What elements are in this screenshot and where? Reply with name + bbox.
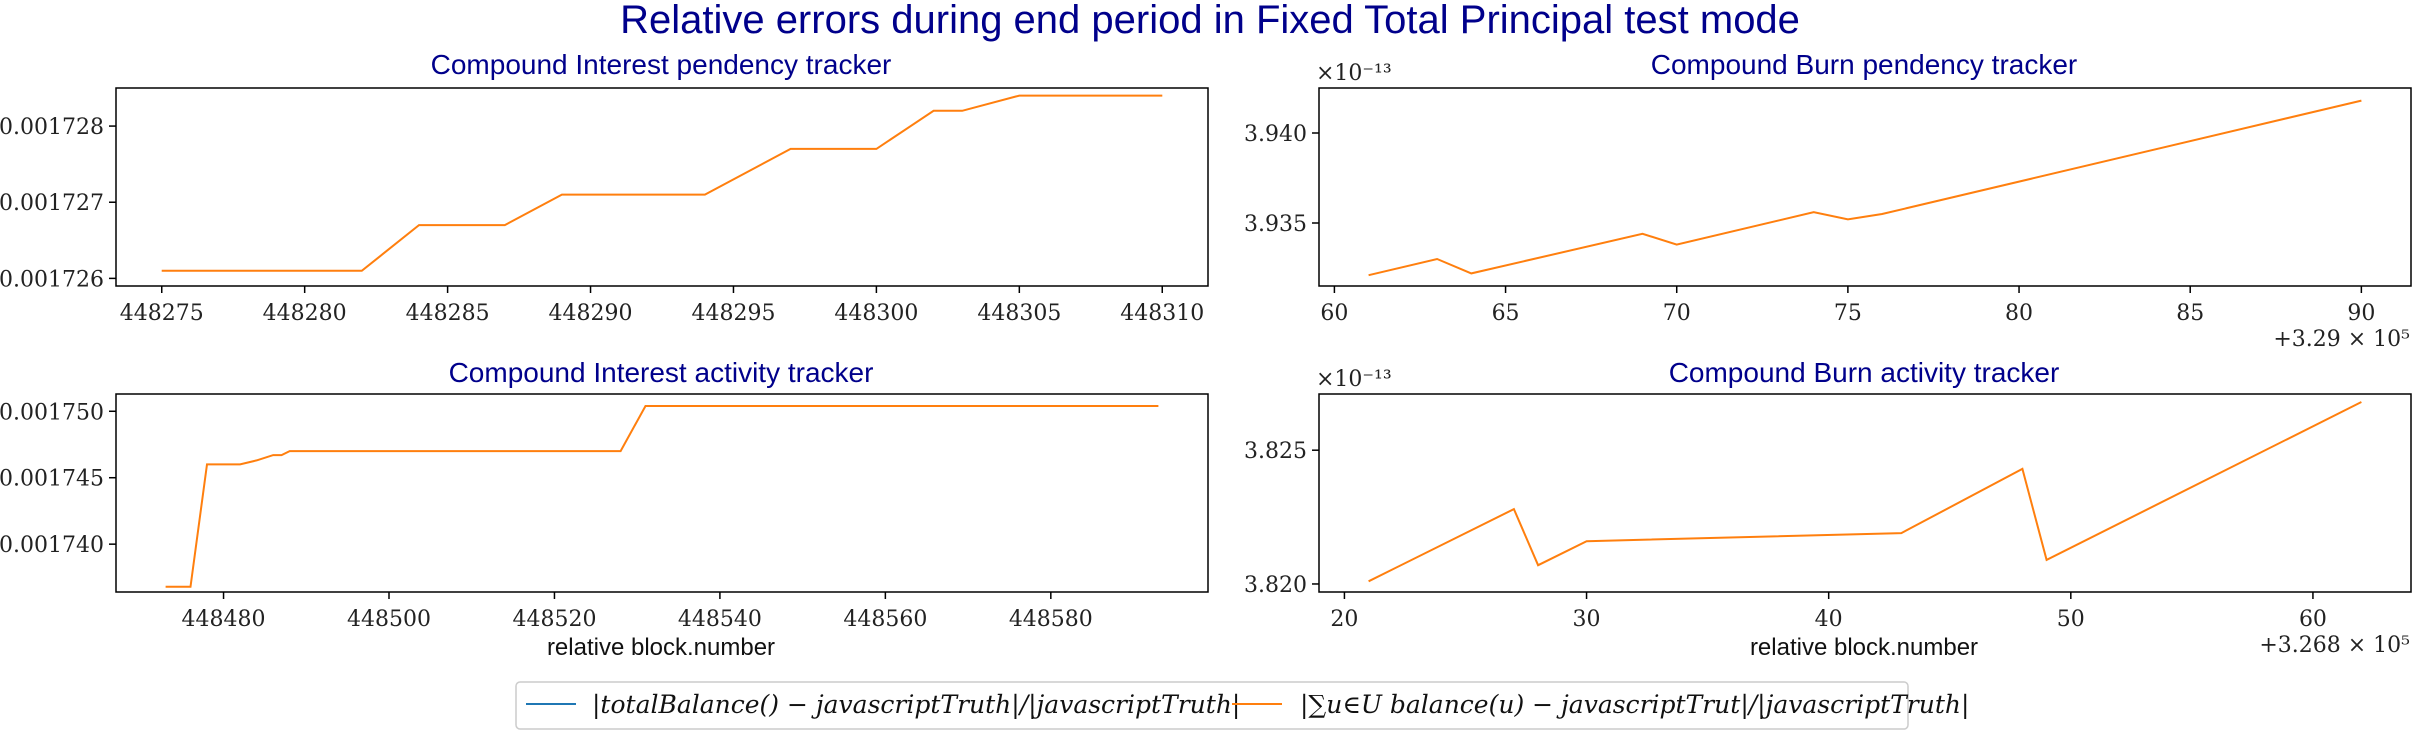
- x-tick-label: 448480: [182, 607, 266, 632]
- x-offset-label: +3.268 × 10⁵: [2259, 633, 2410, 658]
- plot-frame: [1318, 393, 2412, 593]
- series-lines: [1368, 99, 2362, 277]
- plot-frame: [115, 87, 1209, 287]
- x-tick-label: 448520: [512, 607, 596, 632]
- x-tick-label: 90: [2347, 301, 2375, 326]
- panel-compound-interest-pendency: Compound Interest pendency tracker 44827…: [0, 49, 1209, 326]
- x-tick-label: 85: [2176, 301, 2204, 326]
- y-tick-label: 3.825: [1244, 439, 1307, 464]
- x-tick-label: 448275: [120, 301, 204, 326]
- panel-compound-interest-activity: Compound Interest activity tracker 44848…: [0, 357, 1209, 661]
- y-tick-label: 0.001727: [0, 191, 104, 216]
- series-line: [1368, 99, 2362, 277]
- x-axis-label: relative block.number: [547, 634, 775, 661]
- x-tick-label: 448310: [1120, 301, 1204, 326]
- legend-label-sum-balance: |∑u∈U balance(u) − javascriptTrut|/|java…: [1300, 690, 1969, 720]
- x-tick-label: 20: [1330, 607, 1358, 632]
- y-axis: 3.935 3.940: [1244, 122, 1319, 237]
- figure-title: Relative errors during end period in Fix…: [620, 0, 1800, 42]
- x-tick-label: 448580: [1009, 607, 1093, 632]
- series-line: [1368, 401, 2362, 583]
- x-tick-label: 60: [1320, 301, 1348, 326]
- x-tick-label: 60: [2299, 607, 2327, 632]
- x-tick-label: 75: [1834, 301, 1862, 326]
- x-tick-label: 448295: [691, 301, 775, 326]
- panel-title: Compound Interest pendency tracker: [431, 49, 892, 80]
- x-axis: 448480 448500 448520 448540 448560 448580: [182, 592, 1093, 632]
- legend: |totalBalance() − javascriptTruth|/|java…: [515, 681, 1969, 730]
- y-tick-label: 0.001750: [0, 400, 104, 425]
- x-tick-label: 30: [1573, 607, 1601, 632]
- series-lines: [161, 94, 1163, 272]
- x-axis: 60 65 70 75 80 85 90: [1320, 286, 2375, 326]
- x-tick-label: 80: [2005, 301, 2033, 326]
- y-axis: 3.820 3.825: [1244, 439, 1319, 598]
- x-axis: 20 30 40 50 60: [1330, 592, 2327, 632]
- x-tick-label: 448305: [977, 301, 1061, 326]
- y-tick-label: 0.001728: [0, 115, 104, 140]
- x-tick-label: 50: [2057, 607, 2085, 632]
- series-lines: [165, 405, 1159, 588]
- y-tick-label: 3.935: [1244, 212, 1307, 237]
- y-scale-label: ×10⁻¹³: [1316, 367, 1392, 392]
- x-tick-label: 70: [1663, 301, 1691, 326]
- x-tick-label: 448300: [834, 301, 918, 326]
- y-tick-label: 0.001740: [0, 533, 104, 558]
- legend-frame: [515, 681, 1909, 730]
- series-lines: [1368, 401, 2362, 583]
- y-tick-label: 3.820: [1244, 573, 1307, 598]
- x-tick-label: 448500: [347, 607, 431, 632]
- panel-title: Compound Burn pendency tracker: [1651, 49, 2077, 80]
- legend-label-total-balance: |totalBalance() − javascriptTruth|/|java…: [592, 690, 1240, 720]
- panel-compound-burn-pendency: Compound Burn pendency tracker ×10⁻¹³ 60…: [1244, 49, 2412, 352]
- x-axis-label: relative block.number: [1750, 634, 1978, 661]
- y-tick-label: 0.001745: [0, 467, 104, 492]
- y-axis: 0.001726 0.001727 0.001728: [0, 115, 116, 292]
- x-offset-label: +3.29 × 10⁵: [2273, 327, 2410, 352]
- y-tick-label: 0.001726: [0, 267, 104, 292]
- x-tick-label: 65: [1492, 301, 1520, 326]
- plot-frame: [115, 393, 1209, 593]
- plot-frame: [1318, 87, 2412, 287]
- panel-title: Compound Burn activity tracker: [1669, 357, 2060, 388]
- panel-compound-burn-activity: Compound Burn activity tracker ×10⁻¹³ 20…: [1244, 357, 2412, 661]
- y-tick-label: 3.940: [1244, 122, 1307, 147]
- x-tick-label: 448280: [263, 301, 347, 326]
- x-tick-label: 448285: [406, 301, 490, 326]
- y-scale-label: ×10⁻¹³: [1316, 61, 1392, 86]
- x-axis: 448275 448280 448285 448290 448295 448300 4483…: [120, 286, 1204, 326]
- x-tick-label: 448290: [549, 301, 633, 326]
- series-line: [165, 405, 1159, 588]
- series-line: [161, 94, 1163, 272]
- y-axis: 0.001740 0.001745 0.001750: [0, 400, 116, 558]
- panel-title: Compound Interest activity tracker: [449, 357, 874, 388]
- x-tick-label: 40: [1815, 607, 1843, 632]
- x-tick-label: 448540: [678, 607, 762, 632]
- x-tick-label: 448560: [843, 607, 927, 632]
